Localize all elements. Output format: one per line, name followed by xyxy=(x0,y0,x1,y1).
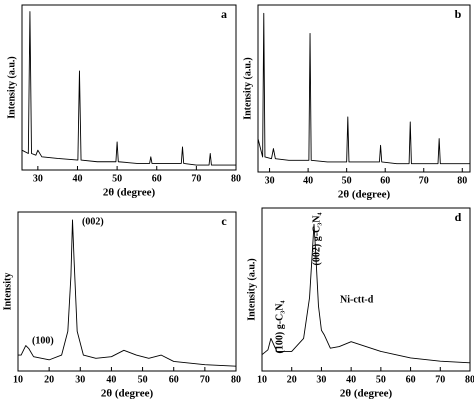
x-tick-label: 60 xyxy=(169,374,179,385)
x-tick-label: 30 xyxy=(316,374,326,385)
plot-frame xyxy=(261,207,471,372)
xrd-trace xyxy=(257,12,470,165)
x-tick-label: 50 xyxy=(376,374,386,385)
x-tick-label: 80 xyxy=(465,374,474,385)
x-tick-label: 50 xyxy=(342,175,352,186)
x-tick-label: 40 xyxy=(346,374,356,385)
x-tick-label: 70 xyxy=(191,173,201,184)
x-axis-label: 2θ (degree) xyxy=(340,388,393,400)
peak-annotation: (002) g-C₃N₄ xyxy=(311,213,322,266)
x-tick-label: 40 xyxy=(72,173,82,184)
x-axis-label: 2θ (degree) xyxy=(101,388,154,400)
x-tick-label: 30 xyxy=(33,173,43,184)
x-tick-label: 60 xyxy=(406,374,416,385)
x-tick-label: 30 xyxy=(265,175,275,186)
x-tick-label: 10 xyxy=(257,374,267,385)
peak-annotation: (100) g-C₃N₄ xyxy=(274,301,285,354)
x-tick-label: 60 xyxy=(152,173,162,184)
x-tick-label: 40 xyxy=(106,374,116,385)
x-tick-label: 80 xyxy=(457,175,467,186)
plot-frame xyxy=(21,4,237,171)
xrd-trace xyxy=(261,223,471,364)
y-axis-label: Intensity xyxy=(2,273,13,311)
x-tick-label: 20 xyxy=(287,374,297,385)
x-tick-label: 80 xyxy=(231,374,241,385)
x-tick-label: 20 xyxy=(44,374,54,385)
x-tick-label: 70 xyxy=(419,175,429,186)
x-tick-label: 10 xyxy=(13,374,23,385)
x-tick-label: 30 xyxy=(75,374,85,385)
y-axis-label: Intensity (a.u.) xyxy=(246,258,257,321)
y-axis-label: Intensity (a.u.) xyxy=(6,56,17,119)
panel-label: b xyxy=(455,7,462,21)
xrd-trace xyxy=(18,219,237,367)
peak-annotation: (002) xyxy=(82,216,104,227)
panel-label: a xyxy=(221,7,227,21)
plot-frame xyxy=(257,4,471,173)
plot-frame xyxy=(17,211,237,372)
x-tick-label: 40 xyxy=(303,175,313,186)
panel-label: d xyxy=(455,210,462,224)
peak-annotation: (100) xyxy=(32,335,54,346)
x-tick-label: 50 xyxy=(112,173,122,184)
x-tick-label: 70 xyxy=(435,374,445,385)
x-tick-label: 60 xyxy=(380,175,390,186)
x-axis-label: 2θ (degree) xyxy=(103,187,156,199)
xrd-trace xyxy=(21,11,236,166)
peak-annotation: Ni-ctt-d xyxy=(340,294,374,305)
panel-label: c xyxy=(221,214,227,228)
y-axis-label: Intensity (a.u.) xyxy=(242,57,253,120)
x-tick-label: 50 xyxy=(138,374,148,385)
x-axis-label: 2θ (degree) xyxy=(338,189,391,201)
x-tick-label: 70 xyxy=(200,374,210,385)
x-tick-label: 80 xyxy=(231,173,241,184)
